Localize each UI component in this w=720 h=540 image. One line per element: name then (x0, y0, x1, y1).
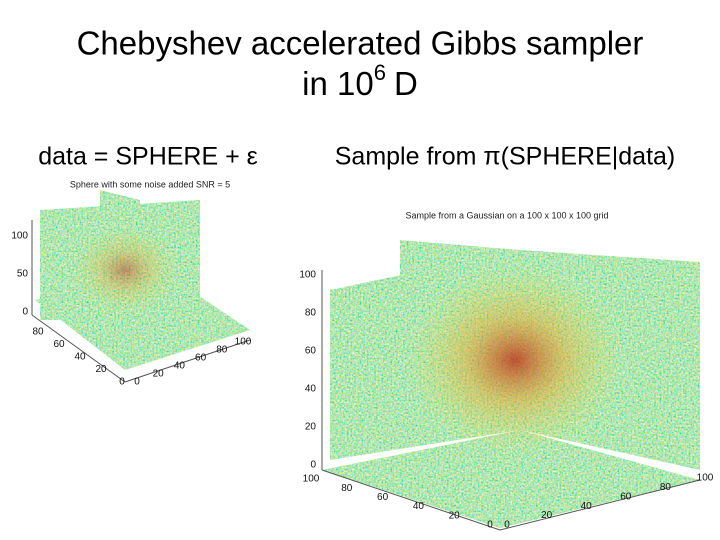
right-plot: Sample from a Gaussian on a 100 x 100 x … (299, 210, 713, 530)
left-y-axis (124, 339, 251, 383)
axis-tick-label: 0 (310, 460, 316, 471)
axis-tick-label: 80 (305, 308, 317, 319)
left-plot-title: Sphere with some noise added SNR = 5 (70, 179, 230, 189)
axis-tick-label: 100 (299, 270, 316, 281)
axis-tick-label: 60 (377, 492, 389, 503)
axis-tick-label: 40 (74, 352, 86, 363)
right-x-axis (321, 469, 501, 531)
axis-tick-label: 60 (620, 491, 632, 502)
title-superscript: 6 (374, 60, 386, 85)
axis-tick-label: 20 (95, 364, 107, 375)
axis-tick-label: 20 (153, 369, 165, 380)
left-hot-region (70, 225, 180, 315)
axis-tick-label: 80 (32, 327, 44, 338)
axis-tick-label: 100 (11, 231, 28, 242)
axis-tick-label: 0 (119, 377, 125, 388)
axis-tick-label: 20 (541, 510, 553, 521)
axis-tick-label: 60 (53, 339, 65, 350)
axis-tick-label: 0 (22, 307, 28, 318)
axis-tick-label: 80 (341, 483, 353, 494)
title-end: D (394, 65, 418, 102)
axis-tick-label: 40 (581, 501, 593, 512)
left-plot: Sphere with some noise added SNR = 5 100… (11, 179, 251, 387)
axis-tick-label: 20 (449, 510, 461, 521)
axis-tick-label: 40 (305, 384, 317, 395)
axis-tick-label: 0 (487, 520, 493, 531)
right-floor (322, 430, 700, 528)
right-plot-title: Sample from a Gaussian on a 100 x 100 x … (405, 210, 608, 220)
axis-tick-label: 20 (305, 422, 317, 433)
right-y-axis (499, 479, 701, 531)
axis-tick-label: 100 (235, 337, 252, 348)
axis-tick-label: 40 (413, 501, 425, 512)
axis-tick-label: 40 (174, 361, 186, 372)
right-caption: Sample from π(SPHERE|data) (335, 143, 676, 171)
left-caption: data = SPHERE + ε (38, 143, 258, 171)
title-line1: Chebyshev accelerated Gibbs sampler (77, 25, 644, 62)
right-hot-region (405, 265, 625, 455)
title-line2: in 106 D (302, 60, 418, 102)
axis-tick-label: 50 (17, 269, 29, 280)
axis-tick-label: 60 (305, 346, 317, 357)
left-x-axis (31, 314, 126, 383)
axis-tick-label: 0 (504, 520, 510, 531)
axis-tick-label: 0 (134, 377, 140, 388)
axis-tick-label: 80 (216, 345, 228, 356)
axis-tick-label: 100 (697, 473, 714, 484)
axis-tick-label: 80 (660, 482, 672, 493)
title-base: in 10 (302, 65, 374, 102)
axis-tick-label: 100 (303, 474, 320, 485)
axis-tick-label: 60 (195, 353, 207, 364)
